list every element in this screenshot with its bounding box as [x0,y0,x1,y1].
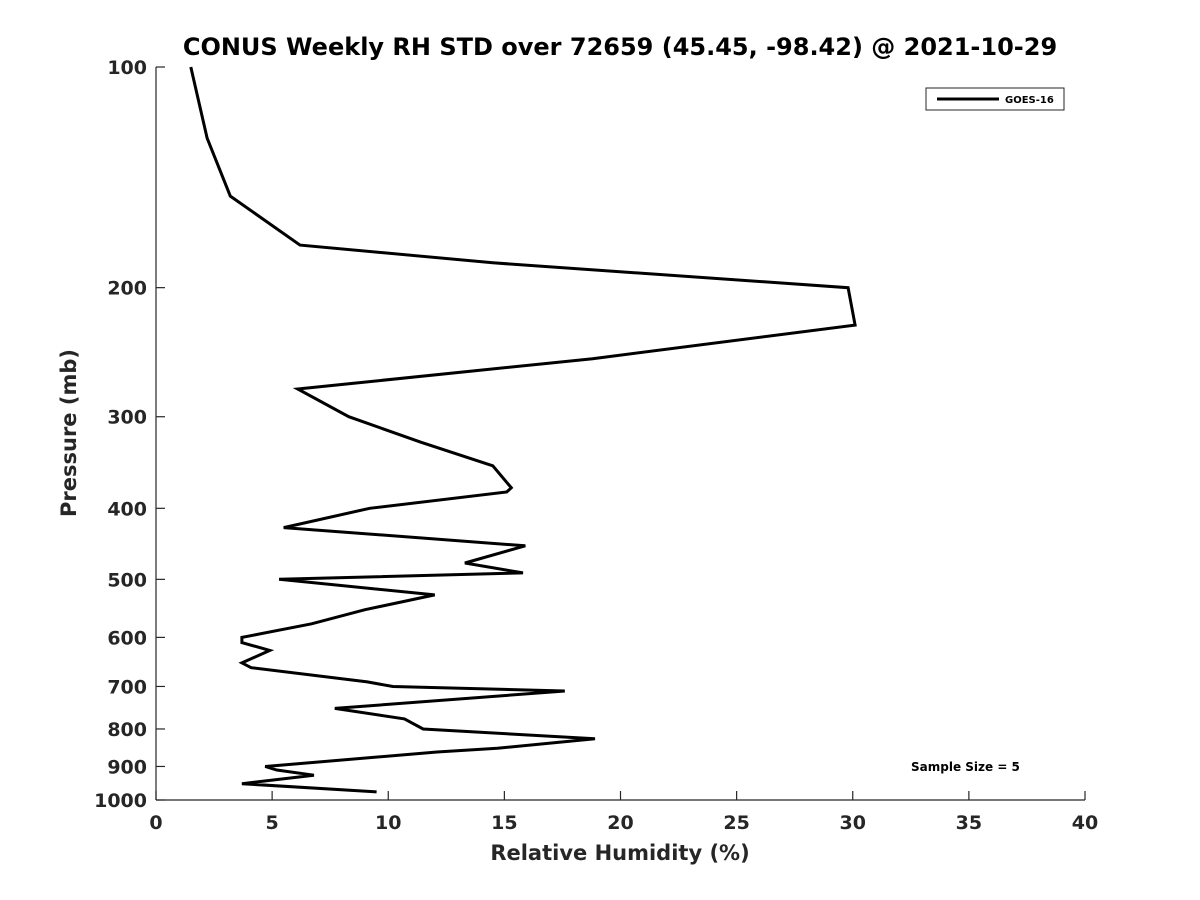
x-tick-label: 20 [607,812,633,834]
legend-label-goes-16: GOES-16 [1005,95,1054,106]
chart-title: CONUS Weekly RH STD over 72659 (45.45, -… [183,33,1057,61]
x-axis-ticks: 0 5 10 15 20 25 30 35 40 [149,791,1098,834]
y-tick-label: 200 [107,278,147,300]
sample-size-annotation: Sample Size = 5 [911,760,1020,774]
x-tick-label: 35 [956,812,982,834]
y-axis-ticks: 100 200 300 400 500 600 700 800 900 1000 [94,57,165,812]
y-tick-label: 800 [107,719,147,741]
y-tick-label: 100 [107,57,147,79]
x-tick-label: 25 [723,812,749,834]
x-tick-label: 0 [149,812,162,834]
y-tick-label: 700 [107,676,147,698]
x-tick-label: 40 [1072,812,1098,834]
x-axis-label: Relative Humidity (%) [490,841,749,865]
plot-area [155,67,1085,801]
y-tick-label: 500 [107,569,147,591]
y-axis-label: Pressure (mb) [57,349,81,517]
x-tick-label: 30 [840,812,866,834]
x-tick-label: 15 [491,812,517,834]
y-tick-label: 1000 [94,790,147,812]
y-tick-label: 400 [107,498,147,520]
y-tick-label: 600 [107,627,147,649]
x-tick-label: 5 [266,812,279,834]
series-line-goes-16 [189,66,857,794]
y-tick-label: 900 [107,756,147,778]
y-tick-label: 300 [107,407,147,429]
x-tick-label: 10 [375,812,401,834]
legend: GOES-16 [925,87,1065,111]
series-layer [189,66,857,794]
